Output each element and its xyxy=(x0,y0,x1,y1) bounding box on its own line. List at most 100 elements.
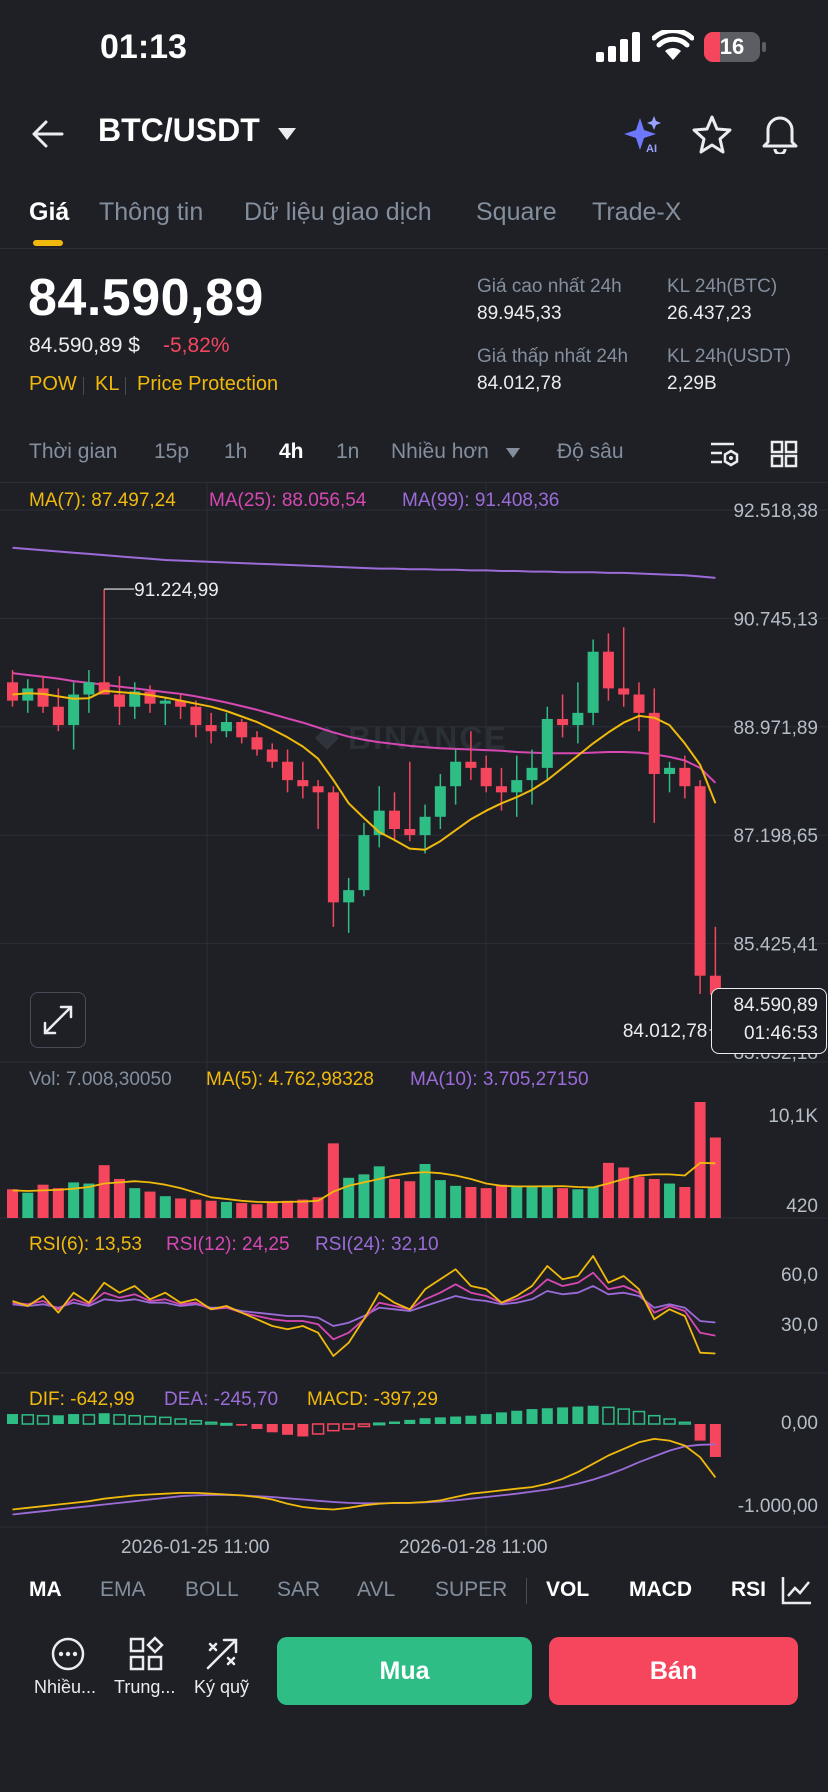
price-axis-label: 92.518,38 xyxy=(733,501,818,522)
volume-bar xyxy=(602,1162,614,1218)
price-axis-label: 85.425,41 xyxy=(733,935,818,956)
volume-bar xyxy=(572,1189,584,1218)
margin-icon[interactable] xyxy=(204,1636,240,1672)
candle-body xyxy=(68,694,80,726)
tab-info[interactable]: Thông tin xyxy=(99,198,204,226)
timeframe-15m[interactable]: 15p xyxy=(154,440,190,463)
margin-label[interactable]: Ký quỹ xyxy=(194,1677,250,1697)
tag-price-protection[interactable]: Price Protection xyxy=(137,373,279,395)
more-label[interactable]: Nhiều... xyxy=(34,1677,97,1697)
macd-histogram-bar xyxy=(251,1424,263,1429)
indicator-avl[interactable]: AVL xyxy=(357,1578,396,1601)
depth-button[interactable]: Độ sâu xyxy=(557,440,624,463)
kline-chart[interactable]: BINANCE 92.518,3890.745,1388.971,8987.19… xyxy=(0,483,828,1535)
ai-sparkle-icon[interactable]: AI xyxy=(622,114,664,154)
candle-body xyxy=(511,780,523,793)
indicator-sar[interactable]: SAR xyxy=(277,1578,321,1601)
vol-btc-value: 26.437,23 xyxy=(667,303,752,324)
indicator-rsi[interactable]: RSI xyxy=(731,1578,765,1601)
grid-layout-icon[interactable] xyxy=(770,440,798,468)
battery-icon: 16 xyxy=(704,32,760,62)
center-icon[interactable] xyxy=(128,1636,164,1672)
tag-pow[interactable]: POW xyxy=(29,373,77,395)
pair-selector[interactable]: BTC/USDT xyxy=(98,112,260,148)
macd-dif-line xyxy=(12,1438,717,1511)
indicator-vol[interactable]: VOL xyxy=(546,1578,590,1601)
timeframe-1d[interactable]: 1n xyxy=(336,440,360,463)
macd-histogram-bar xyxy=(465,1415,477,1424)
candle-body xyxy=(648,712,660,774)
volume-bar xyxy=(68,1182,80,1218)
macd-axis-top: 0,00 xyxy=(781,1413,818,1434)
vol-ma5-legend: MA(5): 4.762,98328 xyxy=(206,1069,374,1090)
timeframe-4h[interactable]: 4h xyxy=(279,440,304,463)
candle-body xyxy=(434,786,446,817)
macd-histogram-bar xyxy=(572,1406,584,1424)
candle-body xyxy=(618,688,630,695)
tab-square[interactable]: Square xyxy=(476,198,557,226)
fullscreen-button[interactable] xyxy=(30,992,86,1048)
macd-histogram-bar xyxy=(52,1415,64,1424)
indicator-macd[interactable]: MACD xyxy=(629,1578,692,1601)
timeframe-1h[interactable]: 1h xyxy=(224,440,248,463)
center-label[interactable]: Trung... xyxy=(114,1677,176,1697)
macd-histogram-bar xyxy=(282,1424,294,1435)
tab-trading-data[interactable]: Dữ liệu giao dịch xyxy=(244,198,432,226)
timeframe-time[interactable]: Thời gian xyxy=(29,440,118,463)
rsi12-legend: RSI(12): 24,25 xyxy=(166,1234,290,1255)
rsi24-legend: RSI(24): 32,10 xyxy=(315,1234,439,1255)
macd-histogram-bar xyxy=(678,1421,692,1425)
indicator-boll[interactable]: BOLL xyxy=(185,1578,239,1601)
volume-bar xyxy=(419,1164,431,1218)
volume-bar xyxy=(679,1186,691,1218)
back-arrow-icon[interactable] xyxy=(30,116,66,152)
chart-settings-icon[interactable] xyxy=(708,438,740,470)
candle-body xyxy=(266,749,278,762)
macd-histogram-bar xyxy=(632,1410,646,1425)
volume-bar xyxy=(297,1199,309,1218)
indicator-divider xyxy=(526,1578,527,1604)
low-price-label: 84.012,78 xyxy=(623,1021,708,1042)
volume-bar xyxy=(694,1102,706,1218)
tab-trade-x[interactable]: Trade-X xyxy=(592,198,682,226)
volume-bar xyxy=(129,1188,141,1218)
macd-histogram-bar xyxy=(617,1408,630,1425)
volume-bar xyxy=(327,1143,339,1218)
candle-body xyxy=(37,688,49,707)
tab-price[interactable]: Giá xyxy=(29,198,70,226)
volume-bar xyxy=(312,1197,324,1218)
chart-grid xyxy=(0,483,828,1535)
macd-value-legend: MACD: -397,29 xyxy=(307,1389,438,1410)
macd-histogram-bar xyxy=(266,1424,278,1433)
tag-kl[interactable]: KL xyxy=(95,373,120,395)
volume-bar xyxy=(159,1196,171,1218)
macd-histogram-bar xyxy=(434,1417,446,1424)
indicator-ma[interactable]: MA xyxy=(29,1578,62,1601)
macd-histogram-bar xyxy=(68,1414,80,1424)
star-icon[interactable] xyxy=(692,114,732,154)
caret-down-icon[interactable] xyxy=(505,447,521,459)
candle-body xyxy=(144,691,156,704)
indicator-ema[interactable]: EMA xyxy=(100,1578,146,1601)
caret-down-icon[interactable] xyxy=(276,126,298,142)
indicator-settings-icon[interactable] xyxy=(780,1574,814,1606)
volume-bar xyxy=(633,1176,645,1218)
candle-body xyxy=(251,737,263,750)
volume-bar xyxy=(83,1183,95,1218)
more-icon[interactable] xyxy=(50,1636,86,1672)
high-24h-value: 89.945,33 xyxy=(477,303,562,324)
bell-icon[interactable] xyxy=(760,112,800,154)
candle-body xyxy=(587,651,599,713)
indicator-super[interactable]: SUPER xyxy=(435,1578,508,1601)
timeframe-more[interactable]: Nhiều hơn xyxy=(391,440,489,463)
candle-body xyxy=(312,786,324,793)
candle-body xyxy=(480,767,492,787)
sell-button[interactable]: Bán xyxy=(549,1637,798,1705)
candle-body xyxy=(282,761,294,781)
buy-button[interactable]: Mua xyxy=(277,1637,532,1705)
macd-histogram-bar xyxy=(36,1414,50,1425)
macd-histogram-bar xyxy=(526,1409,538,1424)
candle-body xyxy=(602,651,614,689)
tag-divider xyxy=(83,377,84,395)
volume-bar xyxy=(37,1184,49,1218)
